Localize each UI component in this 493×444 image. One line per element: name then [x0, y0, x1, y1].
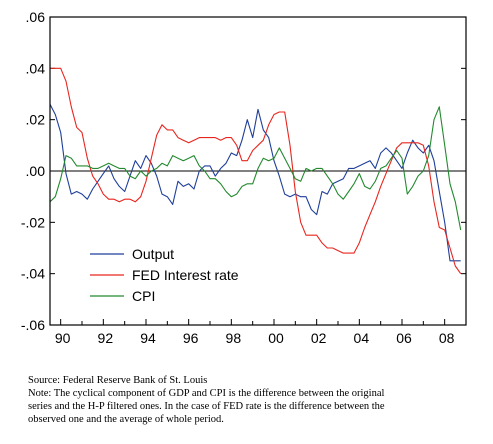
series-line-cpi — [49, 106, 462, 231]
plot-frame — [49, 16, 467, 326]
x-tick-label: 06 — [396, 330, 412, 346]
method-note-line-1: Note: The cyclical component of GDP and … — [28, 388, 385, 399]
y-tick-label: -.02 — [21, 214, 45, 230]
method-note-line-3: observed one and the average of whole pe… — [28, 414, 224, 425]
y-tick-label: -.04 — [21, 266, 45, 282]
x-tick-label: 96 — [183, 330, 199, 346]
x-tick-label: 94 — [140, 330, 156, 346]
method-note-line-2: series and the H-P filtered ones. In the… — [28, 401, 385, 412]
y-tick-label: .00 — [26, 163, 46, 179]
x-tick-label: 08 — [439, 330, 455, 346]
series-line-output — [49, 104, 461, 262]
x-tick-label: 90 — [55, 330, 71, 346]
legend-label: CPI — [132, 288, 155, 304]
y-tick-label: .06 — [26, 9, 46, 25]
line-chart: -.06 -.04 -.02 .00 .02 .04 .06 90 92 94 96 98 00 02 0… — [21, 9, 467, 346]
series-lines — [49, 67, 462, 275]
y-tick-label: -.06 — [21, 317, 45, 333]
x-tick-label: 00 — [268, 330, 284, 346]
source-note: Source: Federal Reserve Bank of St. Loui… — [28, 375, 208, 386]
legend: Output FED Interest rate CPI — [90, 246, 239, 304]
x-tick-label: 02 — [311, 330, 327, 346]
series-line-fed-interest-rate — [50, 67, 462, 275]
legend-label: Output — [132, 246, 174, 262]
y-tick-label: .04 — [26, 60, 46, 76]
x-tick-label: 04 — [354, 330, 370, 346]
x-tick-label: 98 — [226, 330, 242, 346]
x-tick-label: 92 — [98, 330, 114, 346]
chart-notes: Source: Federal Reserve Bank of St. Loui… — [28, 374, 490, 426]
x-axis-ticks: 90 92 94 96 98 00 02 04 06 08 — [55, 319, 455, 346]
legend-label: FED Interest rate — [132, 267, 239, 283]
y-tick-label: .02 — [26, 112, 46, 128]
